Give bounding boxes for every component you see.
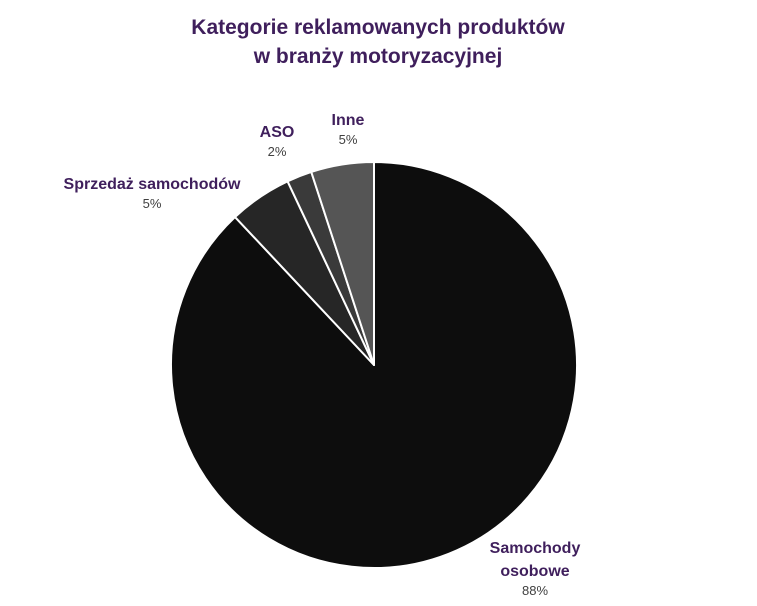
slice-label: Samochody: [490, 540, 581, 557]
slice-label: osobowe: [500, 563, 569, 580]
slice-label: Sprzedaż samochodów: [64, 176, 241, 193]
pie-slices: [170, 161, 579, 569]
pie-slice: [310, 161, 375, 366]
chart-title-line: w branży motoryzacyjnej: [253, 45, 503, 68]
chart-title: Kategorie reklamowanych produktów w branż…: [191, 16, 565, 68]
slice-label: ASO: [260, 124, 295, 141]
slice-value-label: 5%: [143, 196, 162, 211]
chart-title-line: Kategorie reklamowanych produktów: [191, 16, 565, 39]
slice-value-label: 5%: [339, 132, 358, 147]
slice-value-label: 88%: [522, 583, 548, 598]
slice-label: Inne: [332, 112, 365, 129]
slice-labels: Samochody osobowe 88% Sprzedaż samochodów 5%…: [64, 112, 581, 598]
slice-value-label: 2%: [268, 144, 287, 159]
